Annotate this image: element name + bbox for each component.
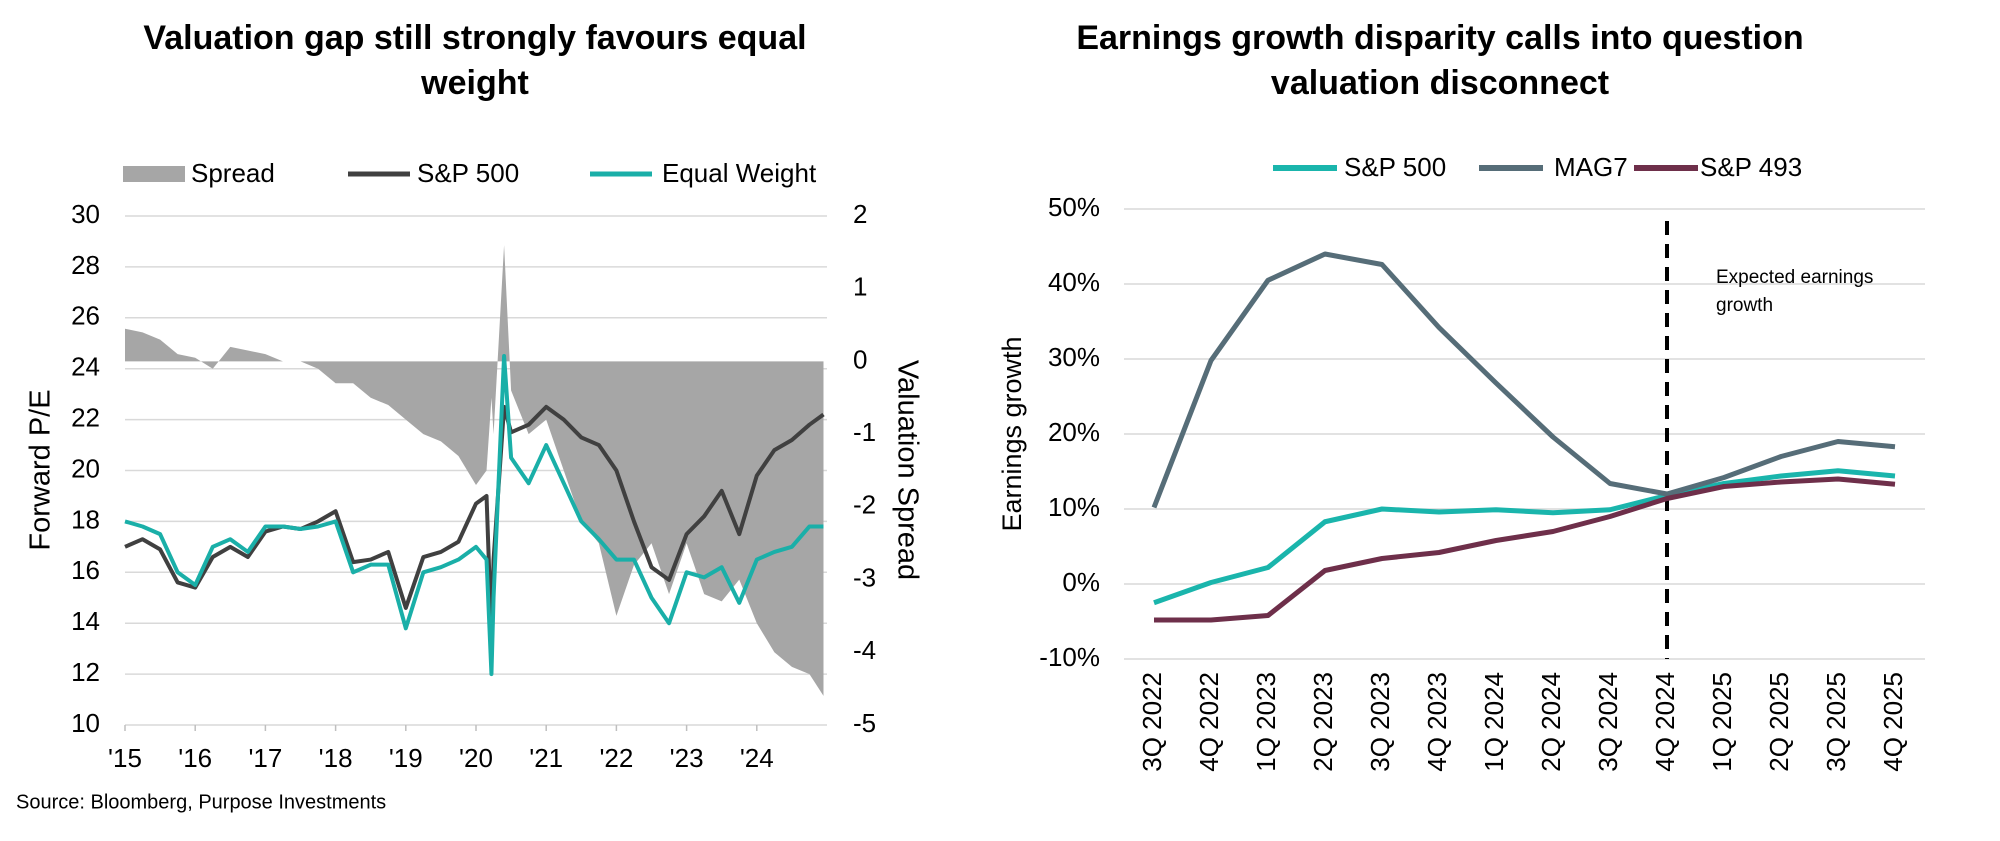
annotation: Expected earnings growth — [1716, 267, 1874, 316]
x-tick-label: '15 — [108, 743, 142, 773]
x-tick-label: '21 — [529, 743, 563, 773]
y-axis-title: Earnings growth — [997, 336, 1027, 531]
y-tick-label: -10% — [1039, 642, 1100, 672]
y-tick-label: 50% — [1048, 192, 1100, 222]
legend-label: Spread — [191, 158, 275, 188]
x-tick-label: 4Q 2025 — [1878, 672, 1908, 772]
legend-label: Equal Weight — [662, 158, 817, 188]
y2-tick-label: -5 — [853, 708, 876, 738]
x-tick-label: '19 — [389, 743, 423, 773]
chart-title: Valuation gap still strongly favours equ… — [143, 19, 807, 102]
x-tick-label: 3Q 2025 — [1821, 672, 1851, 772]
series-line — [1151, 251, 1896, 509]
legend-label: S&P 493 — [1700, 152, 1802, 182]
y-tick-label: 12 — [71, 657, 100, 687]
y2-tick-label: 1 — [853, 272, 867, 302]
x-tick-label: '18 — [319, 743, 353, 773]
y-tick-label: 28 — [71, 250, 100, 280]
y2-tick-label: -3 — [853, 562, 876, 592]
x-tick-label: 3Q 2023 — [1365, 672, 1395, 772]
x-tick-label: 1Q 2024 — [1479, 672, 1509, 772]
x-tick-label: 4Q 2024 — [1650, 672, 1680, 772]
y-axis-title: Forward P/E — [25, 389, 57, 550]
legend-label: S&P 500 — [417, 158, 519, 188]
x-tick-label: 2Q 2023 — [1308, 672, 1338, 772]
y2-tick-label: 2 — [853, 199, 867, 229]
x-tick-label: 4Q 2022 — [1194, 672, 1224, 772]
legend-label: MAG7 — [1554, 152, 1628, 182]
x-tick-label: '23 — [670, 743, 704, 773]
x-tick-label: 3Q 2024 — [1593, 672, 1623, 772]
y2-tick-label: 0 — [853, 344, 867, 374]
chart-title: Earnings growth disparity calls into que… — [1076, 19, 1804, 102]
x-tick-label: 4Q 2023 — [1422, 672, 1452, 772]
y2-tick-label: -1 — [853, 417, 876, 447]
y-tick-label: 10% — [1048, 492, 1100, 522]
x-tick-label: 2Q 2025 — [1764, 672, 1794, 772]
y-tick-label: 24 — [71, 352, 100, 382]
series-line — [1153, 468, 1896, 606]
y2-tick-label: -4 — [853, 635, 876, 665]
x-tick-label: '22 — [599, 743, 633, 773]
y-tick-label: 22 — [71, 402, 100, 432]
y-tick-label: 18 — [71, 504, 100, 534]
y-tick-label: 20 — [71, 453, 100, 483]
y-tick-label: 0% — [1062, 567, 1100, 597]
y-tick-label: 30% — [1048, 342, 1100, 372]
y2-tick-label: -2 — [853, 490, 876, 520]
x-tick-label: '20 — [459, 743, 493, 773]
x-tick-label: 1Q 2025 — [1707, 672, 1737, 772]
y-tick-label: 16 — [71, 555, 100, 585]
source-note: Source: Bloomberg, Purpose Investments — [16, 791, 386, 813]
y-tick-label: 10 — [71, 708, 100, 738]
y-tick-label: 20% — [1048, 417, 1100, 447]
x-tick-label: '24 — [740, 743, 774, 773]
y-tick-label: 30 — [71, 199, 100, 229]
y-tick-label: 14 — [71, 606, 100, 636]
y-tick-label: 26 — [71, 301, 100, 331]
series-line — [124, 404, 825, 638]
legend-label: S&P 500 — [1344, 152, 1446, 182]
spread-area — [125, 245, 824, 696]
series-line — [1154, 476, 1896, 623]
x-tick-label: 2Q 2024 — [1536, 672, 1566, 772]
y2-axis-title: Valuation Spread — [891, 360, 923, 580]
y-tick-label: 40% — [1048, 267, 1100, 297]
legend-swatch — [123, 166, 185, 182]
x-tick-label: 3Q 2022 — [1137, 672, 1167, 772]
series-line — [124, 353, 824, 677]
x-tick-label: 1Q 2023 — [1251, 672, 1281, 772]
x-tick-label: '16 — [178, 743, 212, 773]
x-tick-label: '17 — [248, 743, 282, 773]
